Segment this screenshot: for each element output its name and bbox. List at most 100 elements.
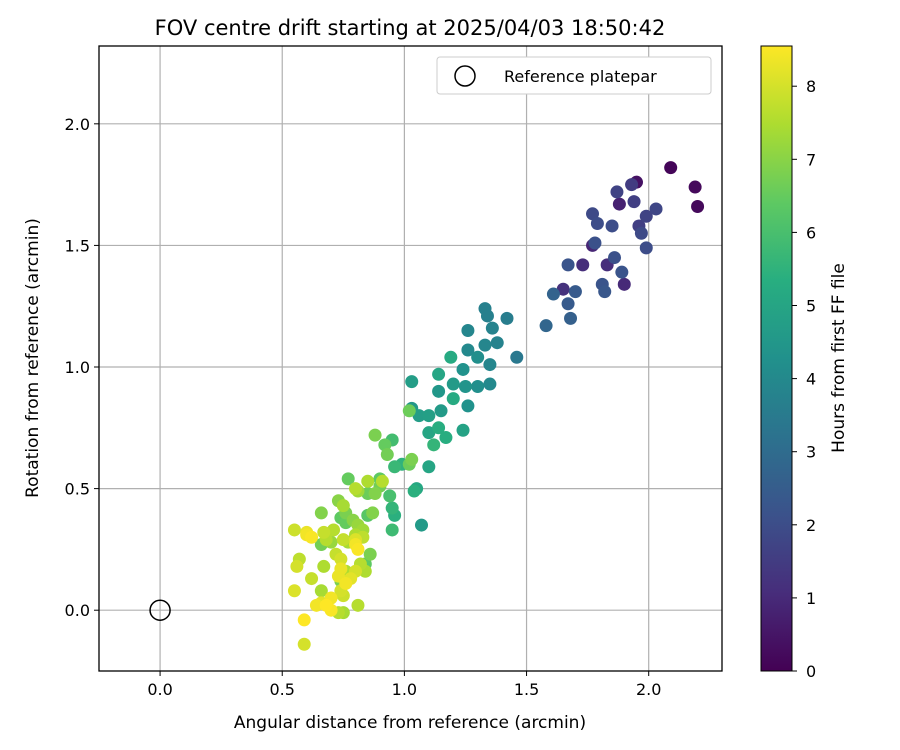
data-point-6 bbox=[617, 277, 631, 291]
data-point-45 bbox=[456, 362, 470, 376]
data-point-19 bbox=[590, 217, 604, 231]
chart-title: FOV centre drift starting at 2025/04/03 … bbox=[155, 16, 666, 40]
data-point-101 bbox=[336, 499, 350, 513]
data-point-26 bbox=[598, 285, 612, 299]
grid bbox=[99, 46, 722, 671]
data-point-17 bbox=[586, 207, 600, 221]
data-point-90 bbox=[363, 547, 377, 561]
data-point-84 bbox=[380, 448, 394, 462]
legend: Reference platepar bbox=[436, 56, 712, 95]
data-point-111 bbox=[349, 482, 363, 496]
data-point-88 bbox=[405, 452, 419, 466]
x-tick-label-2: 1.0 bbox=[392, 680, 417, 699]
data-point-46 bbox=[461, 399, 475, 413]
data-point-58 bbox=[422, 426, 436, 440]
data-point-0 bbox=[664, 161, 678, 175]
data-point-55 bbox=[422, 409, 436, 423]
data-point-25 bbox=[561, 258, 575, 272]
data-point-128 bbox=[290, 559, 304, 573]
data-point-138 bbox=[339, 576, 353, 590]
colorbar-tick-label-1: 1 bbox=[806, 589, 816, 608]
data-point-109 bbox=[317, 559, 331, 573]
data-point-51 bbox=[434, 404, 448, 418]
data-point-59 bbox=[422, 460, 436, 474]
data-point-110 bbox=[375, 474, 389, 488]
data-point-32 bbox=[510, 350, 524, 364]
colorbar-tick-label-6: 6 bbox=[806, 223, 816, 242]
data-point-63 bbox=[432, 421, 446, 435]
colorbar-tick-label-8: 8 bbox=[806, 77, 816, 96]
colorbar-gradient bbox=[760, 45, 793, 672]
data-point-142 bbox=[351, 542, 365, 556]
y-tick-label-2: 1.0 bbox=[65, 358, 90, 377]
x-tick-label-3: 1.5 bbox=[514, 680, 539, 699]
x-tick-label-1: 0.5 bbox=[270, 680, 295, 699]
y-tick-label-4: 2.0 bbox=[65, 115, 90, 134]
data-point-47 bbox=[458, 379, 472, 393]
colorbar-tick-label-4: 4 bbox=[806, 370, 816, 389]
data-point-28 bbox=[561, 297, 575, 311]
data-point-73 bbox=[383, 489, 397, 503]
colorbar-tick-label-2: 2 bbox=[806, 516, 816, 535]
data-point-50 bbox=[446, 377, 460, 391]
data-point-54 bbox=[405, 375, 419, 389]
data-point-61 bbox=[444, 350, 458, 364]
data-point-40 bbox=[483, 358, 497, 372]
data-point-1 bbox=[688, 180, 702, 194]
data-point-92 bbox=[368, 486, 382, 500]
x-tick-label-0: 0.0 bbox=[147, 680, 172, 699]
data-point-125 bbox=[334, 552, 348, 566]
colorbar-tick-label-7: 7 bbox=[806, 150, 816, 169]
colorbar-tick-label-3: 3 bbox=[806, 443, 816, 462]
data-point-124 bbox=[287, 523, 301, 537]
data-point-71 bbox=[385, 523, 399, 537]
x-axis-label: Angular distance from reference (arcmin) bbox=[234, 713, 586, 733]
y-axis-label: Rotation from reference (arcmin) bbox=[23, 218, 43, 498]
data-point-20 bbox=[605, 219, 619, 233]
colorbar: 0 1 2 3 4 5 6 7 8 Hours from first FF file bbox=[760, 45, 849, 681]
data-point-116 bbox=[351, 598, 365, 612]
data-point-39 bbox=[461, 324, 475, 338]
y-axis-ticks: 0.0 0.5 1.0 1.5 2.0 bbox=[65, 115, 99, 620]
data-point-56 bbox=[456, 423, 470, 437]
data-point-37 bbox=[490, 336, 504, 350]
data-point-11 bbox=[627, 195, 641, 209]
data-point-146 bbox=[297, 613, 311, 627]
legend-marker bbox=[454, 65, 476, 87]
data-point-10 bbox=[625, 178, 639, 192]
data-point-13 bbox=[610, 185, 624, 199]
data-point-21 bbox=[588, 236, 602, 250]
data-point-57 bbox=[432, 367, 446, 381]
data-point-27 bbox=[568, 285, 582, 299]
data-point-18 bbox=[639, 241, 653, 255]
data-point-36 bbox=[485, 321, 499, 335]
data-point-82 bbox=[402, 404, 416, 418]
data-point-119 bbox=[336, 533, 350, 547]
data-point-93 bbox=[366, 506, 380, 520]
data-point-65 bbox=[407, 484, 421, 498]
data-point-48 bbox=[432, 384, 446, 398]
data-point-68 bbox=[427, 438, 441, 452]
legend-box bbox=[436, 56, 712, 95]
data-point-94 bbox=[314, 506, 328, 520]
data-point-64 bbox=[439, 431, 453, 445]
data-point-22 bbox=[608, 251, 622, 265]
y-tick-label-3: 1.5 bbox=[65, 236, 90, 255]
colorbar-ticks: 0 1 2 3 4 5 6 7 8 bbox=[792, 77, 816, 681]
data-point-41 bbox=[461, 343, 475, 357]
colorbar-tick-label-0: 0 bbox=[806, 662, 816, 681]
legend-entry-reference-platepar: Reference platepar bbox=[504, 67, 657, 86]
data-point-9 bbox=[556, 282, 570, 296]
data-point-42 bbox=[483, 377, 497, 391]
y-tick-label-1: 0.5 bbox=[65, 480, 90, 499]
data-point-79 bbox=[341, 472, 355, 486]
data-point-70 bbox=[388, 460, 402, 474]
data-point-105 bbox=[361, 474, 375, 488]
data-point-31 bbox=[539, 319, 553, 333]
plot-frame bbox=[98, 45, 723, 672]
reference-platepar-marker bbox=[149, 599, 171, 621]
data-point-129 bbox=[297, 637, 311, 651]
data-point-29 bbox=[564, 311, 578, 325]
data-point-43 bbox=[471, 350, 485, 364]
data-point-38 bbox=[478, 338, 492, 352]
